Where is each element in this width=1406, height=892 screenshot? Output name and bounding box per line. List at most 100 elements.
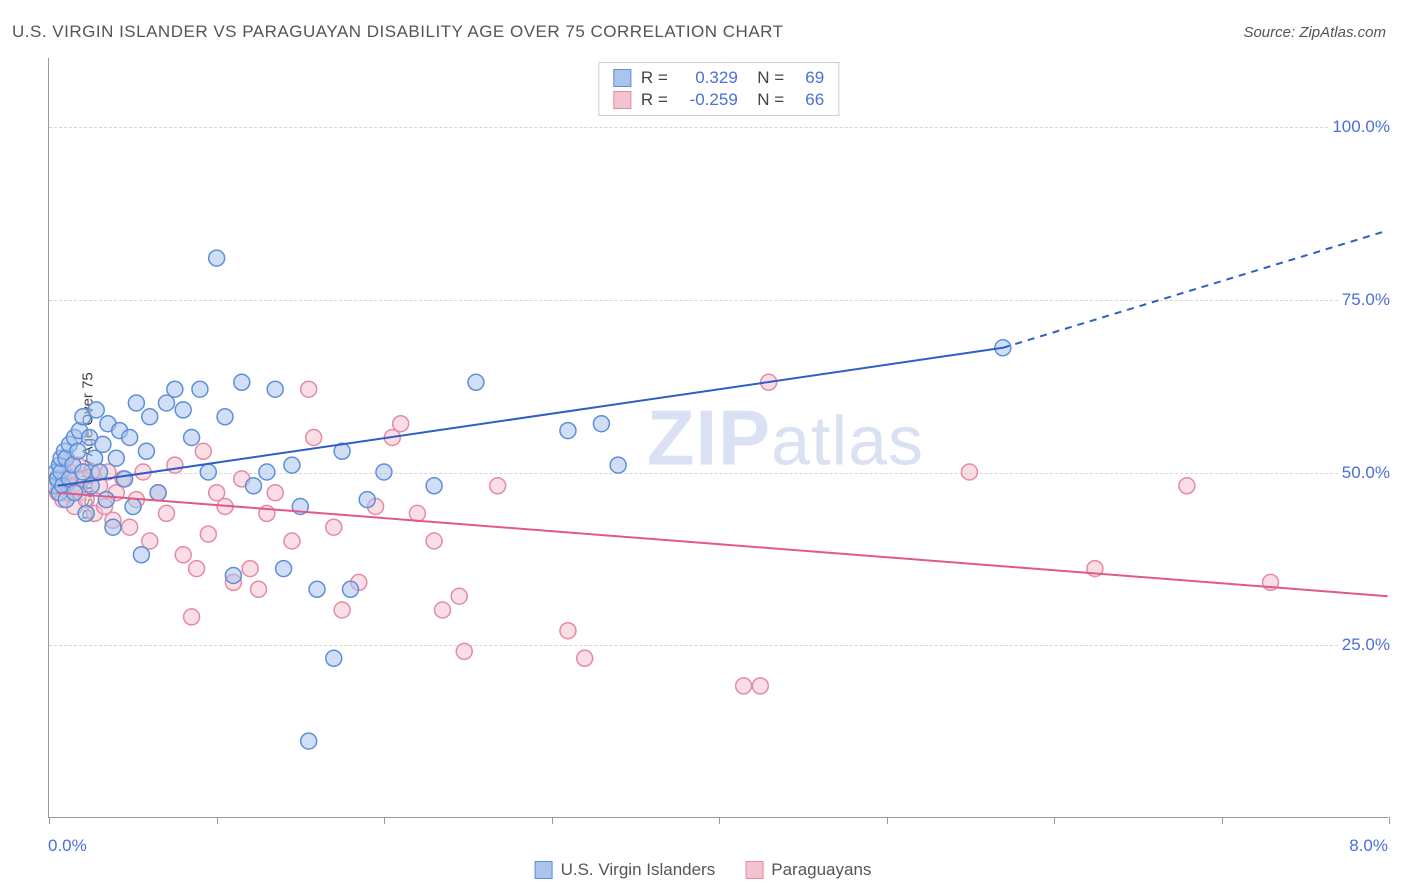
data-point bbox=[70, 443, 86, 459]
x-tick bbox=[1222, 817, 1223, 824]
data-point bbox=[359, 492, 375, 508]
x-tick bbox=[887, 817, 888, 824]
stat-n-value: 66 bbox=[794, 90, 824, 110]
stats-row: R = 0.329 N = 69 bbox=[613, 67, 824, 89]
data-point bbox=[128, 395, 144, 411]
data-point bbox=[376, 464, 392, 480]
plot-area: ZIPatlas 25.0%50.0%75.0%100.0% R =0.329 … bbox=[48, 58, 1388, 818]
legend-swatch bbox=[745, 861, 763, 879]
x-axis-min: 0.0% bbox=[48, 836, 87, 856]
data-point bbox=[78, 505, 94, 521]
data-point bbox=[426, 478, 442, 494]
data-point bbox=[456, 643, 472, 659]
data-point bbox=[122, 519, 138, 535]
data-point bbox=[122, 430, 138, 446]
data-point bbox=[610, 457, 626, 473]
data-point bbox=[117, 471, 133, 487]
scatter-svg bbox=[49, 58, 1388, 817]
data-point bbox=[175, 547, 191, 563]
x-tick bbox=[49, 817, 50, 824]
legend-label: Paraguayans bbox=[771, 860, 871, 880]
legend-label: U.S. Virgin Islanders bbox=[561, 860, 716, 880]
legend-item: U.S. Virgin Islanders bbox=[535, 860, 716, 880]
data-point bbox=[259, 464, 275, 480]
x-tick bbox=[384, 817, 385, 824]
x-tick bbox=[1389, 817, 1390, 824]
data-point bbox=[451, 588, 467, 604]
data-point bbox=[736, 678, 752, 694]
data-point bbox=[267, 381, 283, 397]
data-point bbox=[434, 602, 450, 618]
data-point bbox=[242, 561, 258, 577]
stat-n-value: 69 bbox=[794, 68, 824, 88]
stats-legend: R = 0.329 N = 69R = -0.259 N = 66 bbox=[598, 62, 839, 116]
data-point bbox=[88, 402, 104, 418]
data-point bbox=[468, 374, 484, 390]
stat-n-label: N = bbox=[748, 90, 784, 110]
data-point bbox=[245, 478, 261, 494]
data-point bbox=[284, 457, 300, 473]
stat-n-label: N = bbox=[748, 68, 784, 88]
data-point bbox=[225, 568, 241, 584]
data-point bbox=[334, 602, 350, 618]
data-point bbox=[560, 423, 576, 439]
data-point bbox=[577, 650, 593, 666]
data-point bbox=[192, 381, 208, 397]
x-axis-max: 8.0% bbox=[1349, 836, 1388, 856]
data-point bbox=[150, 485, 166, 501]
data-point bbox=[105, 519, 121, 535]
data-point bbox=[326, 519, 342, 535]
data-point bbox=[92, 464, 108, 480]
data-point bbox=[593, 416, 609, 432]
data-point bbox=[167, 381, 183, 397]
trend-line bbox=[58, 348, 1003, 486]
legend-swatch bbox=[535, 861, 553, 879]
data-point bbox=[200, 464, 216, 480]
data-point bbox=[301, 733, 317, 749]
trend-line-dashed bbox=[1003, 231, 1388, 348]
legend-swatch bbox=[613, 91, 631, 109]
data-point bbox=[158, 505, 174, 521]
data-point bbox=[217, 409, 233, 425]
data-point bbox=[276, 561, 292, 577]
data-point bbox=[108, 450, 124, 466]
data-point bbox=[409, 505, 425, 521]
data-point bbox=[393, 416, 409, 432]
data-point bbox=[138, 443, 154, 459]
data-point bbox=[175, 402, 191, 418]
legend-item: Paraguayans bbox=[745, 860, 871, 880]
data-point bbox=[133, 547, 149, 563]
x-tick bbox=[552, 817, 553, 824]
data-point bbox=[142, 409, 158, 425]
data-point bbox=[189, 561, 205, 577]
data-point bbox=[95, 436, 111, 452]
data-point bbox=[125, 499, 141, 515]
data-point bbox=[490, 478, 506, 494]
x-tick bbox=[1054, 817, 1055, 824]
data-point bbox=[1179, 478, 1195, 494]
chart-title: U.S. VIRGIN ISLANDER VS PARAGUAYAN DISAB… bbox=[12, 22, 784, 42]
data-point bbox=[326, 650, 342, 666]
chart-container: U.S. VIRGIN ISLANDER VS PARAGUAYAN DISAB… bbox=[0, 0, 1406, 892]
data-point bbox=[200, 526, 216, 542]
data-point bbox=[195, 443, 211, 459]
data-point bbox=[306, 430, 322, 446]
data-point bbox=[184, 430, 200, 446]
x-tick bbox=[217, 817, 218, 824]
source-label: Source: ZipAtlas.com bbox=[1243, 24, 1386, 41]
data-point bbox=[267, 485, 283, 501]
data-point bbox=[560, 623, 576, 639]
x-tick bbox=[719, 817, 720, 824]
data-point bbox=[342, 581, 358, 597]
bottom-legend: U.S. Virgin Islanders Paraguayans bbox=[535, 860, 872, 880]
stat-r-value: 0.329 bbox=[678, 68, 738, 88]
stats-row: R =-0.259 N =66 bbox=[613, 89, 824, 111]
data-point bbox=[309, 581, 325, 597]
data-point bbox=[167, 457, 183, 473]
stat-r-label: R = bbox=[641, 68, 668, 88]
stat-r-value: -0.259 bbox=[678, 90, 738, 110]
data-point bbox=[301, 381, 317, 397]
data-point bbox=[98, 492, 114, 508]
data-point bbox=[752, 678, 768, 694]
data-point bbox=[250, 581, 266, 597]
